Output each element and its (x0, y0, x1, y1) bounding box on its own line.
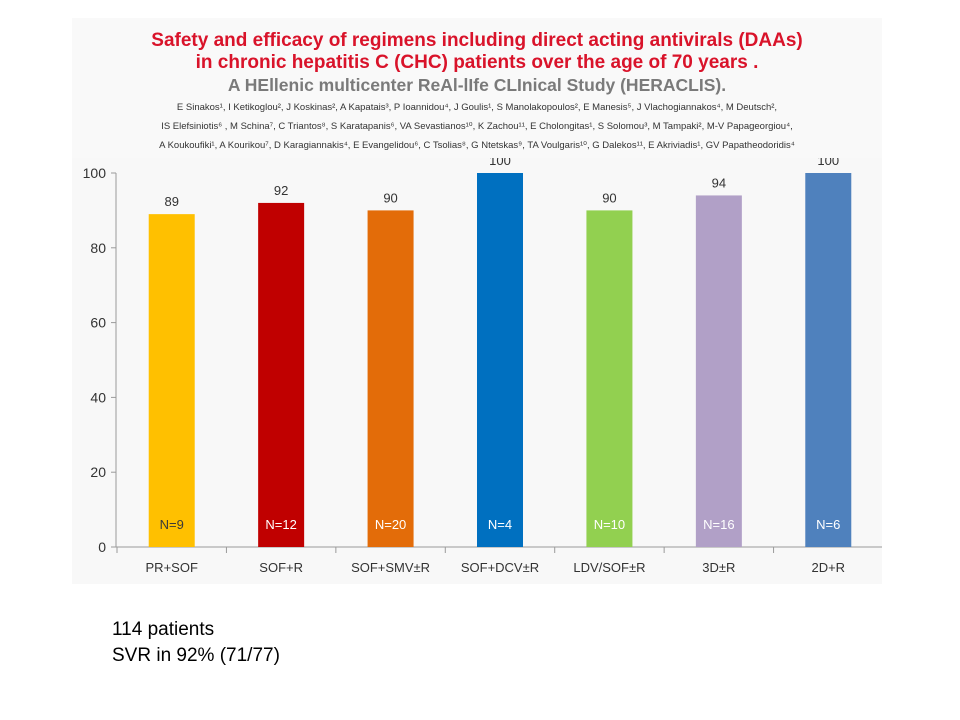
y-tick-label: 40 (90, 389, 106, 405)
y-tick-label: 20 (90, 464, 106, 480)
bar-value-label: 100 (489, 158, 511, 168)
authors-line-3: A Koukoufiki¹, A Kourikou⁷, D Karagianna… (159, 140, 795, 151)
bar-n-label: N=12 (265, 517, 296, 532)
header-background (72, 18, 882, 158)
bar (805, 173, 852, 547)
bar-n-label: N=10 (594, 517, 625, 532)
y-tick-label: 100 (83, 165, 107, 181)
bar-n-label: N=4 (488, 517, 512, 532)
x-tick-label: 2D+R (811, 560, 845, 575)
y-tick-label: 80 (90, 240, 106, 256)
authors-line-2: IS Elefsiniotis⁶ , M Schina⁷, C Triantos… (161, 121, 793, 132)
y-tick-label: 60 (90, 315, 106, 331)
bar-value-label: 89 (164, 194, 178, 209)
y-tick-label: 0 (98, 539, 106, 555)
authors-line-1: E Sinakos¹, I Ketikoglou², J Koskinas², … (176, 102, 778, 113)
bar (148, 214, 195, 547)
study-subtitle: A HEllenic multicenter ReAl-lIfe CLInica… (227, 75, 727, 95)
bar-n-label: N=16 (703, 517, 734, 532)
x-tick-label: 3D±R (702, 560, 735, 575)
x-tick-label: SOF+R (259, 560, 303, 575)
bar (258, 202, 305, 548)
bar-chart: 0 20 40 60 80 100 89 N=9 PR+SOF 92 N=12 SOF+R 90 N=20… (83, 158, 882, 575)
bar (586, 210, 633, 547)
patients-count: 114 patients (112, 619, 215, 640)
chart-panel: 0 20 40 60 80 100 89 N=9 PR+SOF 92 N=12 SOF+R 90 N=20… (72, 158, 882, 584)
x-tick-label: SOF+SMV±R (351, 560, 430, 575)
bar-n-label: N=20 (375, 517, 406, 532)
bar-value-label: 90 (602, 190, 616, 205)
bar (367, 210, 414, 547)
x-tick-label: LDV/SOF±R (573, 560, 645, 575)
bar-n-label: N=9 (160, 517, 184, 532)
bar (695, 195, 742, 547)
bar-value-label: 92 (274, 183, 288, 198)
title-line-1: Safety and efficacy of regimens includin… (151, 30, 803, 51)
bar-value-label: 94 (712, 175, 726, 190)
bar-n-label: N=6 (816, 517, 840, 532)
x-tick-label: SOF+DCV±R (461, 560, 539, 575)
bar-value-label: 90 (383, 190, 397, 205)
bar (477, 173, 523, 547)
footer: 114 patients SVR in 92% (71/77) (112, 617, 280, 669)
title-line-2: in chronic hepatitis C (CHC) patients ov… (195, 52, 759, 73)
x-tick-label: PR+SOF (146, 560, 198, 575)
bar-value-label: 100 (817, 158, 839, 168)
svr-summary: SVR in 92% (71/77) (112, 645, 280, 666)
